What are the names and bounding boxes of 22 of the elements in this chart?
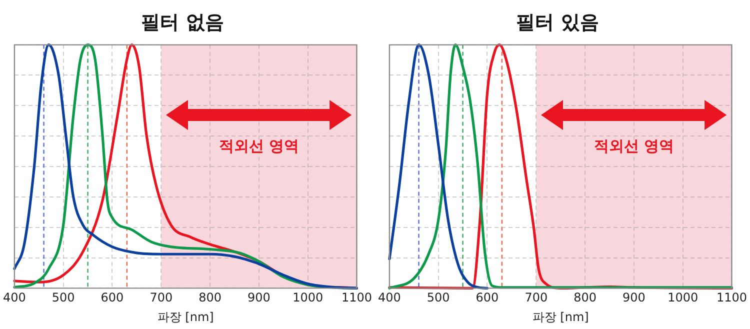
- chart-title: 필터 없음: [141, 11, 224, 34]
- chart-title: 필터 있음: [516, 11, 599, 34]
- band-label: 적외선 영역: [594, 136, 674, 155]
- x-tick-label: 500: [52, 290, 75, 305]
- x-tick-label: 800: [574, 290, 596, 305]
- x-axis-title: 파장 [nm]: [157, 310, 214, 324]
- x-tick-label: 900: [622, 290, 646, 305]
- x-tick-label: 400: [3, 290, 26, 305]
- x-tick-label: 1000: [292, 290, 324, 305]
- x-tick-label: 800: [198, 290, 222, 305]
- x-tick-label: 700: [150, 290, 173, 305]
- x-tick-label: 1100: [341, 290, 372, 305]
- x-tick-label: 400: [378, 290, 401, 305]
- x-tick-label: 1000: [668, 290, 698, 305]
- x-tick-label: 600: [100, 290, 124, 305]
- x-tick-label: 700: [524, 290, 548, 305]
- x-tick-label: 600: [476, 290, 499, 305]
- x-tick-label: 900: [247, 290, 270, 305]
- x-tick-label: 1100: [716, 290, 748, 305]
- x-axis-title: 파장 [nm]: [532, 310, 589, 324]
- band-label: 적외선 영역: [218, 136, 300, 155]
- x-tick-label: 500: [426, 290, 450, 305]
